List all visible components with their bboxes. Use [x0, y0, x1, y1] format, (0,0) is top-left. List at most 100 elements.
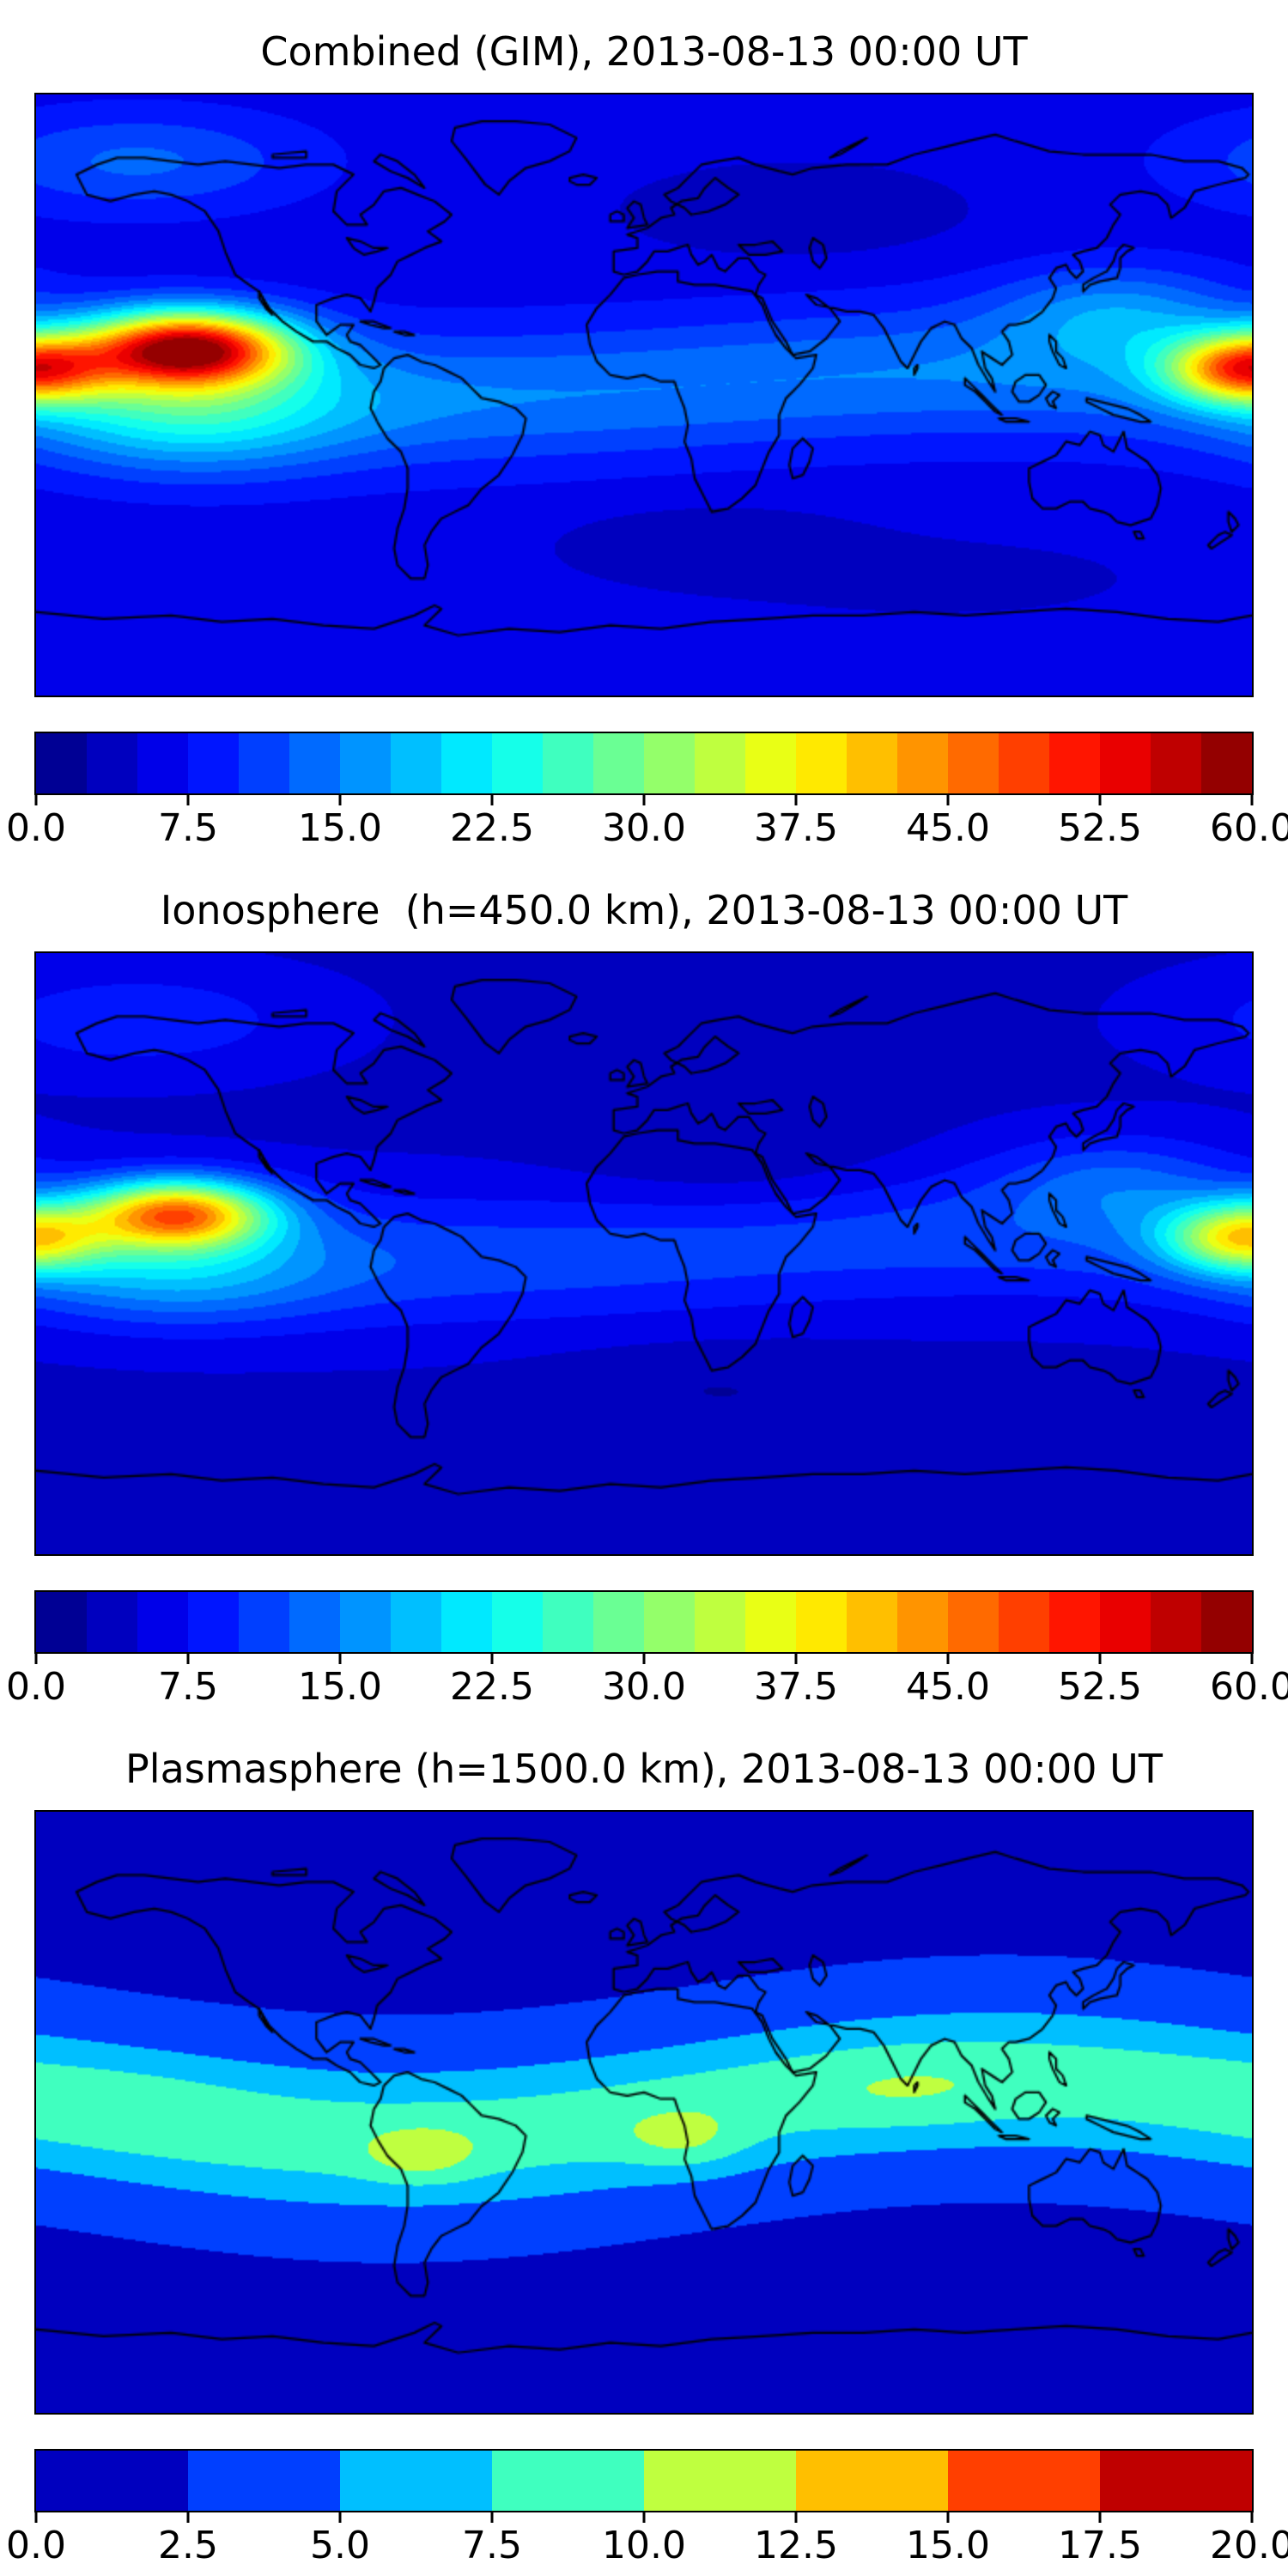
- colorbar-tick: [946, 2512, 950, 2523]
- colorbar-segment: [897, 733, 948, 793]
- colorbar-segment: [897, 1592, 948, 1652]
- colorbar: [34, 2449, 1254, 2512]
- colorbar-tick-label: 60.0: [1210, 806, 1288, 850]
- colorbar-segment: [492, 1592, 543, 1652]
- colorbar-tick-label: 2.5: [158, 2524, 218, 2567]
- colorbar-tick: [1250, 1654, 1254, 1664]
- colorbar-tick-label: 37.5: [754, 806, 838, 850]
- colorbar-tick: [338, 1654, 342, 1664]
- colorbar-tick-label: 60.0: [1210, 1665, 1288, 1709]
- colorbar-segment: [289, 733, 340, 793]
- colorbar-tick-label: 10.0: [602, 2524, 686, 2567]
- colorbar-segment: [644, 1592, 695, 1652]
- colorbar-segment: [948, 1592, 999, 1652]
- panel-combined-gim: Combined (GIM), 2013-08-13 00:00 UT 0.0 7…: [0, 0, 1288, 859]
- colorbar-segment: [593, 733, 644, 793]
- colorbar-segment: [340, 2451, 492, 2511]
- map-canvas-plasmasphere: [34, 1810, 1254, 2415]
- colorbar-segment: [36, 733, 87, 793]
- colorbar-segment: [796, 733, 847, 793]
- colorbar-tick-label: 22.5: [450, 1665, 534, 1709]
- colorbar-tick-label: 7.5: [462, 2524, 522, 2567]
- colorbar-tick-label: 7.5: [158, 1665, 218, 1709]
- map-canvas-ionosphere: [34, 951, 1254, 1556]
- colorbar-segment: [239, 1592, 289, 1652]
- colorbar-segment: [492, 733, 543, 793]
- panel-title: Ionosphere (h=450.0 km), 2013-08-13 00:0…: [160, 887, 1128, 933]
- colorbar-segment: [593, 1592, 644, 1652]
- colorbar-tick: [338, 795, 342, 805]
- colorbar-segment: [87, 733, 137, 793]
- colorbar-tick: [490, 2512, 494, 2523]
- colorbar-tick-label: 52.5: [1058, 1665, 1142, 1709]
- colorbar-segment: [543, 1592, 593, 1652]
- colorbar-segment: [188, 733, 239, 793]
- colorbar-segment: [644, 2451, 796, 2511]
- colorbar-tick: [946, 795, 950, 805]
- colorbar-tick: [490, 795, 494, 805]
- colorbar-tick: [1250, 2512, 1254, 2523]
- map-canvas-combined: [34, 93, 1254, 697]
- colorbar-segment: [847, 733, 897, 793]
- colorbar-tick-label: 22.5: [450, 806, 534, 850]
- colorbar-segment: [340, 1592, 391, 1652]
- colorbar-segment: [745, 1592, 796, 1652]
- colorbar-segment: [36, 1592, 87, 1652]
- colorbar-tick-row: 0.0 7.5 15.0 22.5 30.0 37.5 45.0 52.5 60.0: [6, 1654, 1288, 1714]
- colorbar-segment: [441, 733, 492, 793]
- colorbar-tick-label: 17.5: [1058, 2524, 1142, 2567]
- colorbar: [34, 732, 1254, 795]
- colorbar-tick: [642, 795, 646, 805]
- colorbar-tick: [1098, 1654, 1102, 1664]
- colorbar-segment: [137, 1592, 188, 1652]
- colorbar-tick: [642, 2512, 646, 2523]
- colorbar-segment: [1049, 733, 1100, 793]
- panel-title: Combined (GIM), 2013-08-13 00:00 UT: [260, 28, 1028, 75]
- colorbar-segment: [188, 1592, 239, 1652]
- colorbar-segment: [188, 2451, 340, 2511]
- colorbar-tick: [338, 2512, 342, 2523]
- colorbar-tick-label: 0.0: [6, 1665, 66, 1709]
- colorbar-tick: [186, 795, 190, 805]
- colorbar-segment: [1151, 1592, 1201, 1652]
- colorbar-tick-label: 15.0: [298, 1665, 382, 1709]
- colorbar-segment: [1100, 733, 1151, 793]
- colorbar-tick-label: 20.0: [1210, 2524, 1288, 2567]
- colorbar-segment: [999, 733, 1049, 793]
- colorbar-tick-row: 0.0 7.5 15.0 22.5 30.0 37.5 45.0 52.5 60.0: [6, 795, 1288, 855]
- colorbar-tick-label: 30.0: [602, 806, 686, 850]
- colorbar-segment: [87, 1592, 137, 1652]
- colorbar-tick: [34, 2512, 38, 2523]
- colorbar-tick-label: 45.0: [906, 1665, 990, 1709]
- colorbar-tick: [642, 1654, 646, 1664]
- colorbar-segment: [745, 733, 796, 793]
- colorbar-tick-label: 37.5: [754, 1665, 838, 1709]
- colorbar-tick-label: 15.0: [298, 806, 382, 850]
- colorbar-tick-row: 0.0 2.5 5.0 7.5 10.0 12.5 15.0 17.5 20.0: [6, 2512, 1288, 2573]
- colorbar-tick: [1250, 795, 1254, 805]
- colorbar: [34, 1590, 1254, 1654]
- colorbar-segment: [137, 733, 188, 793]
- colorbar-tick: [794, 795, 798, 805]
- colorbar-tick: [186, 1654, 190, 1664]
- colorbar-segment: [441, 1592, 492, 1652]
- colorbar-tick-label: 15.0: [906, 2524, 990, 2567]
- colorbar-tick-label: 45.0: [906, 806, 990, 850]
- colorbar-segment: [847, 1592, 897, 1652]
- colorbar-tick-label: 5.0: [310, 2524, 370, 2567]
- colorbar-tick-label: 30.0: [602, 1665, 686, 1709]
- colorbar-tick: [34, 795, 38, 805]
- colorbar-segment: [999, 1592, 1049, 1652]
- colorbar-segment: [1151, 733, 1201, 793]
- colorbar-segment: [239, 733, 289, 793]
- colorbar-tick-label: 0.0: [6, 2524, 66, 2567]
- colorbar-tick-label: 7.5: [158, 806, 218, 850]
- colorbar-segment: [492, 2451, 644, 2511]
- colorbar-tick-label: 0.0: [6, 806, 66, 850]
- colorbar-tick: [34, 1654, 38, 1664]
- colorbar-tick-label: 12.5: [754, 2524, 838, 2567]
- colorbar-tick: [1098, 795, 1102, 805]
- colorbar-segment: [1049, 1592, 1100, 1652]
- colorbar-segment: [1201, 733, 1252, 793]
